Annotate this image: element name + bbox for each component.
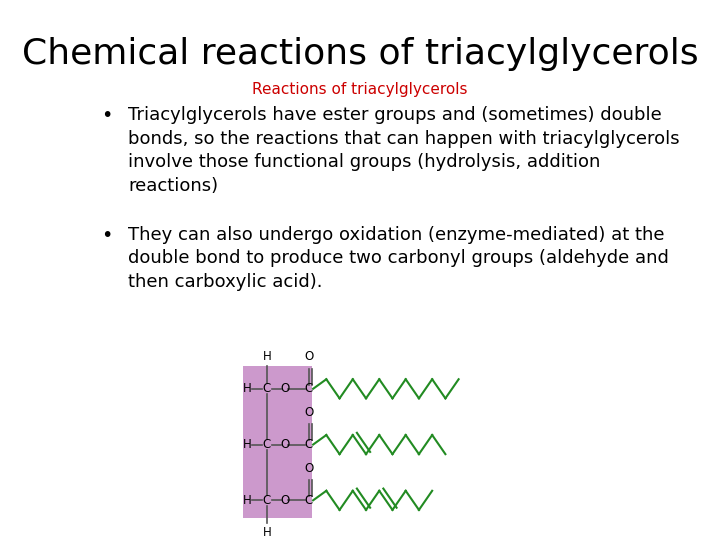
Text: Triacylglycerols have ester groups and (sometimes) double
bonds, so the reaction: Triacylglycerols have ester groups and (… (128, 106, 680, 195)
Text: Chemical reactions of triacylglycerols: Chemical reactions of triacylglycerols (22, 37, 698, 71)
Text: C: C (305, 494, 313, 507)
Text: O: O (280, 382, 289, 395)
Text: C: C (263, 382, 271, 395)
Text: H: H (243, 382, 252, 395)
Text: O: O (305, 350, 313, 363)
Text: O: O (305, 406, 313, 419)
Text: C: C (263, 438, 271, 451)
Text: H: H (243, 494, 252, 507)
Text: H: H (262, 526, 271, 539)
FancyBboxPatch shape (243, 367, 312, 518)
Text: They can also undergo oxidation (enzyme-mediated) at the
double bond to produce : They can also undergo oxidation (enzyme-… (128, 226, 670, 291)
Text: Reactions of triacylglycerols: Reactions of triacylglycerols (252, 82, 468, 97)
Text: •: • (102, 226, 113, 245)
Text: O: O (305, 462, 313, 475)
Text: C: C (263, 494, 271, 507)
Text: C: C (305, 438, 313, 451)
Text: C: C (305, 382, 313, 395)
Text: H: H (262, 350, 271, 363)
Text: O: O (280, 494, 289, 507)
Text: O: O (280, 438, 289, 451)
Text: H: H (243, 438, 252, 451)
Text: •: • (102, 106, 113, 125)
